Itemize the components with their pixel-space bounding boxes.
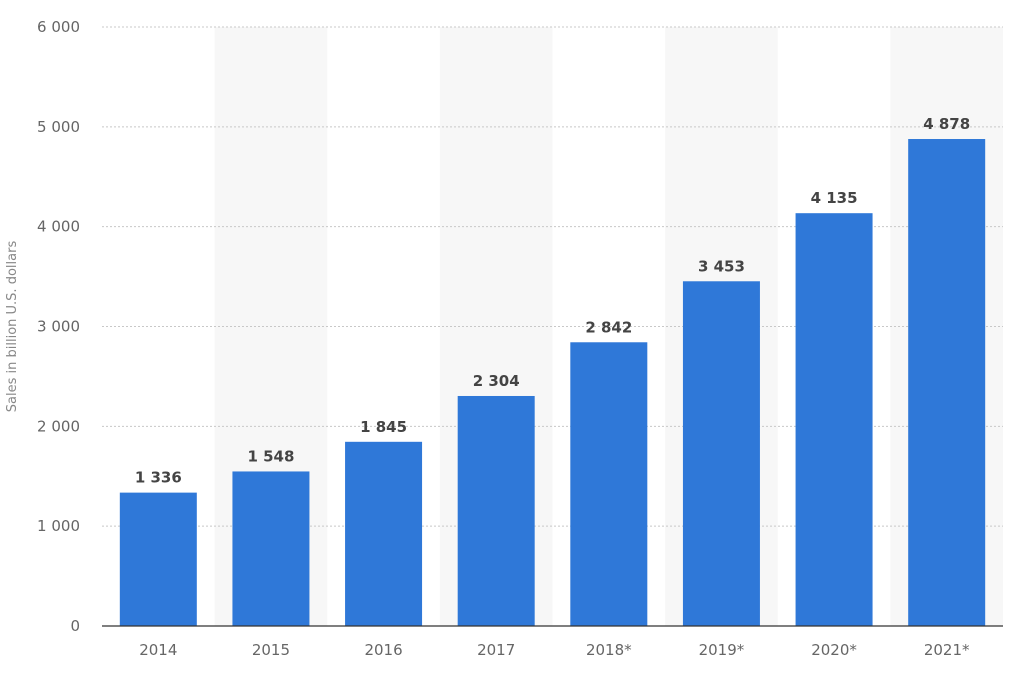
y-axis-ticks: 0 1 000 2 000 3 000 4 000 5 000 6 000 <box>37 18 80 635</box>
bar-value-label: 4 135 <box>811 189 858 207</box>
bar-value-labels: 1 336 1 548 1 845 2 304 2 842 3 453 4 135 4 878 <box>135 115 970 487</box>
bar-value-label: 1 548 <box>247 447 294 465</box>
x-tick-label: 2020* <box>811 641 857 659</box>
y-tick-label: 6 000 <box>37 18 80 36</box>
x-tick-label: 2021* <box>924 641 970 659</box>
bar-value-label: 1 336 <box>135 469 182 487</box>
bar-value-label: 2 304 <box>473 372 520 390</box>
y-tick-label: 0 <box>70 617 80 635</box>
x-axis-ticks: 2014 2015 2016 2017 2018* 2019* 2020* 2021* <box>139 641 970 659</box>
bar <box>457 395 535 626</box>
bar-value-label: 2 842 <box>585 318 632 336</box>
bar <box>908 139 986 626</box>
x-tick-label: 2014 <box>139 641 177 659</box>
bar <box>119 492 197 626</box>
bar <box>795 213 873 627</box>
y-tick-label: 5 000 <box>37 118 80 136</box>
x-tick-label: 2016 <box>364 641 402 659</box>
bar <box>682 281 760 626</box>
x-tick-label: 2015 <box>252 641 290 659</box>
bar <box>345 441 423 626</box>
bars <box>119 139 986 627</box>
y-tick-label: 3 000 <box>37 318 80 336</box>
y-tick-label: 4 000 <box>37 218 80 236</box>
x-tick-label: 2019* <box>699 641 745 659</box>
y-tick-label: 1 000 <box>37 517 80 535</box>
y-tick-label: 2 000 <box>37 417 80 435</box>
x-tick-label: 2017 <box>477 641 515 659</box>
bar-value-label: 4 878 <box>923 115 970 133</box>
bar-value-label: 1 845 <box>360 418 407 436</box>
y-axis-label: Sales in billion U.S. dollars <box>5 241 20 413</box>
bar <box>232 471 310 626</box>
x-tick-label: 2018* <box>586 641 632 659</box>
bar-value-label: 3 453 <box>698 257 745 275</box>
bar <box>570 342 648 626</box>
